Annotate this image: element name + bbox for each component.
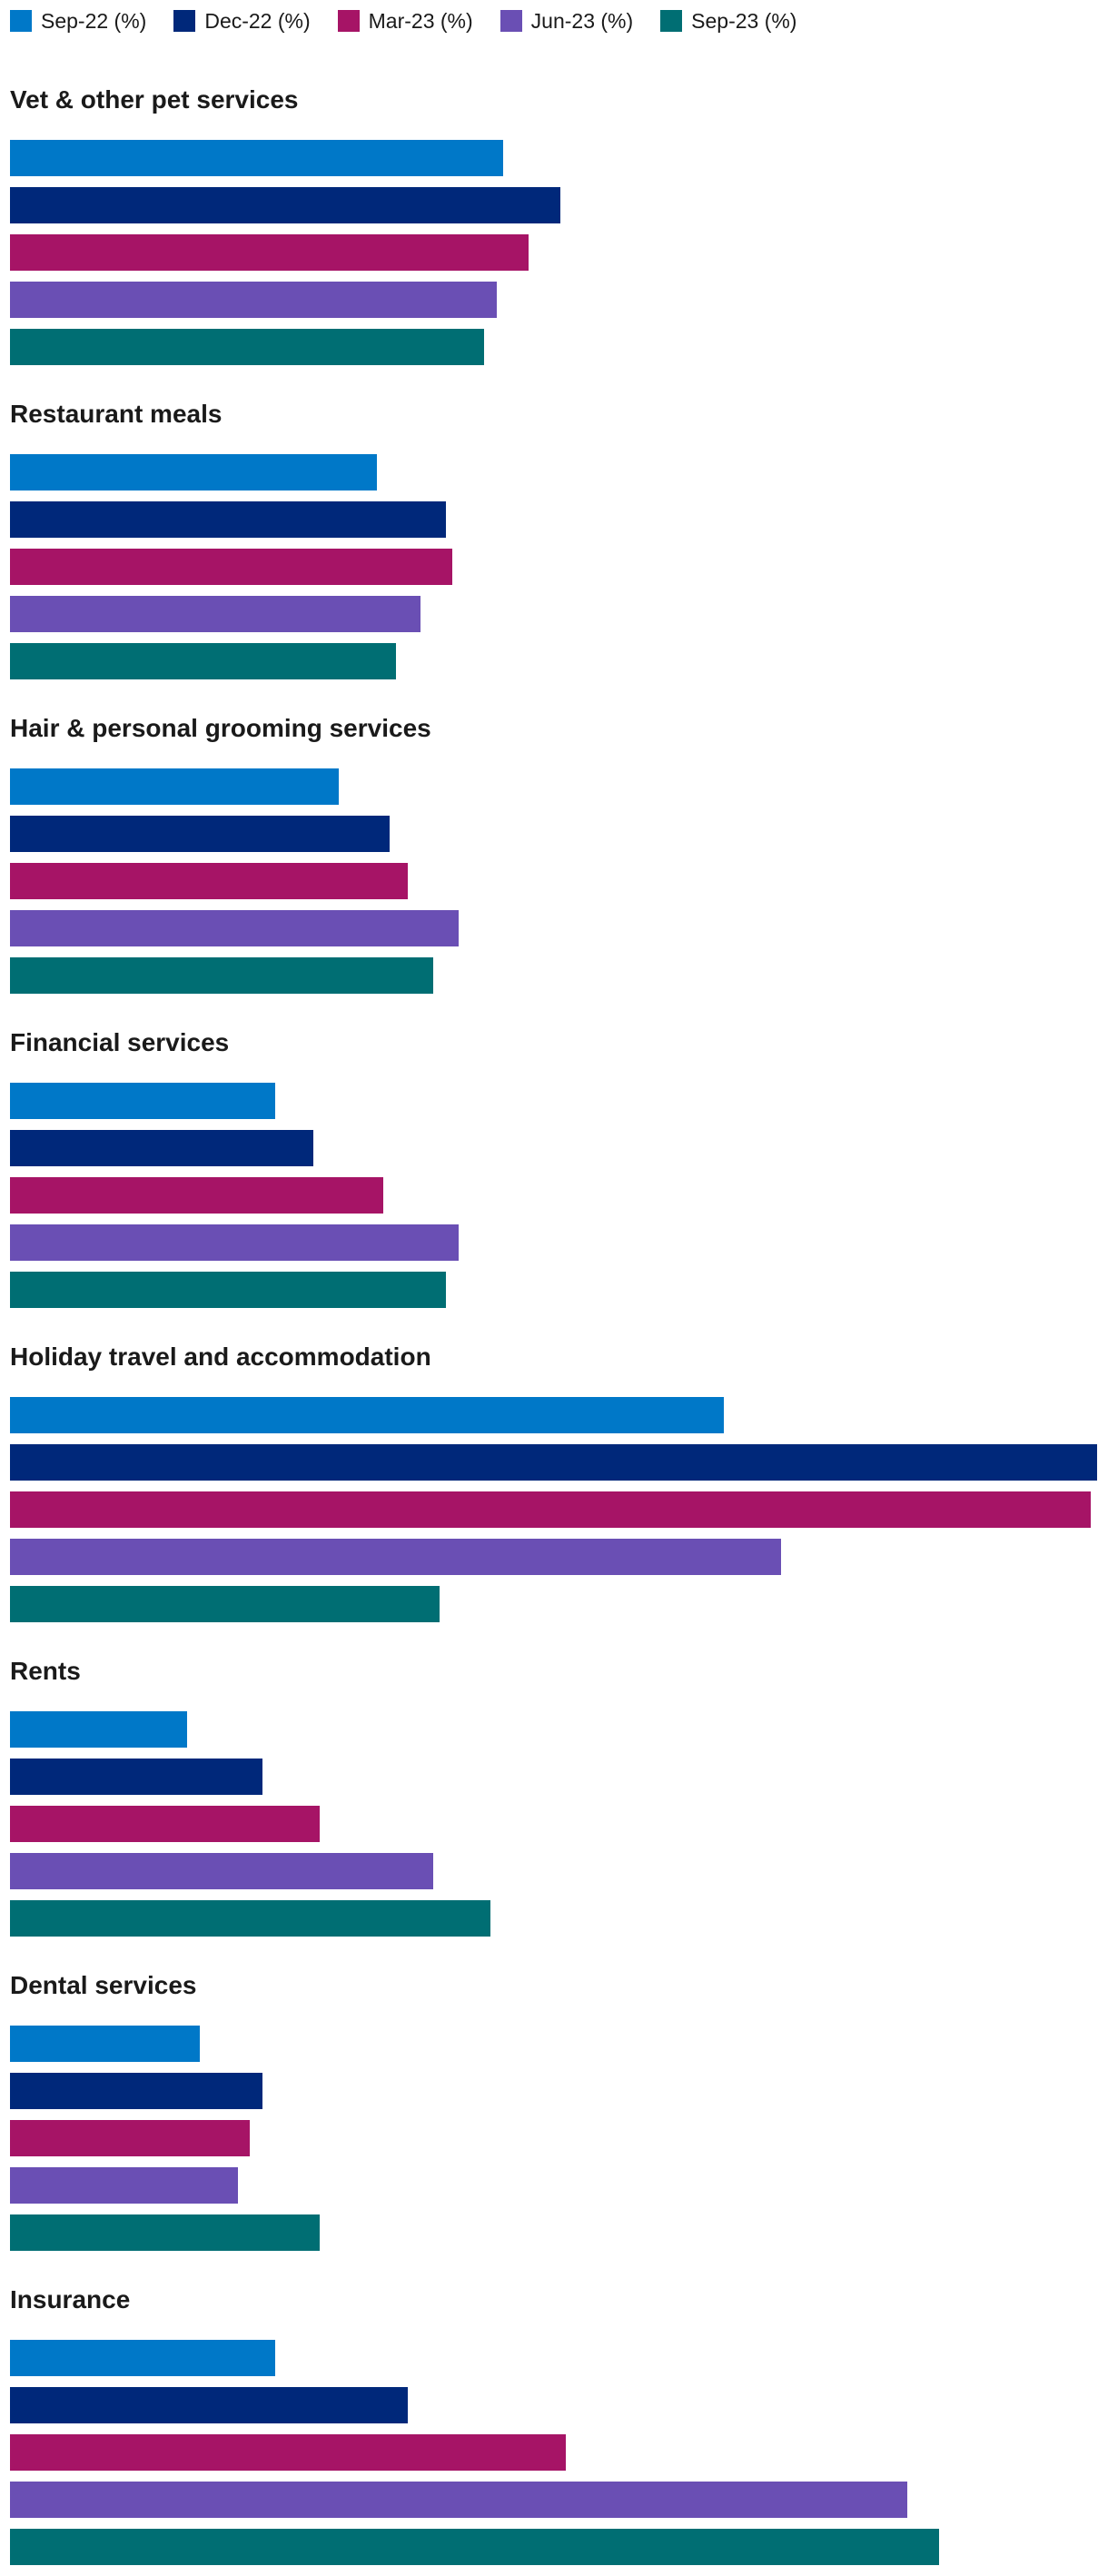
category-label: Insurance: [10, 2285, 131, 2313]
legend-label: Mar-23 (%): [368, 8, 473, 33]
bar: [10, 2073, 262, 2109]
bar: [10, 2026, 200, 2062]
bar: [10, 329, 484, 365]
category-label: Holiday travel and accommodation: [10, 1342, 431, 1371]
legend: Sep-22 (%) Dec-22 (%) Mar-23 (%) Jun-23 (%)…: [10, 5, 824, 36]
bar: [10, 549, 452, 585]
bar: [10, 2529, 939, 2565]
bar: [10, 1586, 440, 1622]
bar: [10, 1444, 1097, 1481]
category-label: Hair & personal grooming services: [10, 714, 431, 742]
legend-item: Sep-23 (%): [660, 9, 796, 34]
legend-item: Dec-22 (%): [173, 8, 311, 34]
bar: [10, 2120, 250, 2156]
bar: [10, 2482, 907, 2518]
bar: [10, 1806, 320, 1842]
legend-item: Mar-23 (%): [337, 8, 473, 34]
bar: [10, 643, 396, 679]
bar: [10, 234, 529, 271]
legend-label: Jun-23 (%): [530, 8, 634, 33]
bar: [10, 187, 560, 223]
legend-item: Jun-23 (%): [500, 9, 633, 34]
legend-label: Sep-23 (%): [691, 8, 797, 33]
bar: [10, 1224, 459, 1261]
bar: [10, 1177, 383, 1214]
category-label: Rents: [10, 1657, 81, 1685]
bar: [10, 1900, 490, 1937]
bar: [10, 1397, 724, 1433]
bar: [10, 1272, 446, 1308]
legend-swatch: [500, 10, 522, 32]
bar: [10, 454, 377, 490]
bar: [10, 2434, 566, 2471]
bar: [10, 1491, 1091, 1528]
category-label: Financial services: [10, 1028, 230, 1056]
legend-swatch: [337, 10, 360, 32]
category-label: Dental services: [10, 1971, 197, 1999]
bar: [10, 2167, 238, 2204]
category-label: Restaurant meals: [10, 400, 223, 428]
bar: [10, 2214, 320, 2251]
legend-swatch: [173, 10, 196, 32]
bar: [10, 1853, 433, 1889]
bar: [10, 863, 408, 899]
bar: [10, 910, 459, 946]
legend-label: Sep-22 (%): [41, 8, 147, 33]
category-label: Vet & other pet services: [10, 85, 299, 114]
legend-item: Sep-22 (%): [10, 9, 146, 34]
bar: [10, 1711, 187, 1748]
bar: [10, 1759, 262, 1795]
bar: [10, 1130, 313, 1166]
bar: [10, 282, 497, 318]
bar: [10, 501, 446, 538]
bar: [10, 2340, 275, 2376]
bar: [10, 957, 433, 994]
bar: [10, 1083, 275, 1119]
legend-swatch: [660, 10, 683, 32]
bar: [10, 816, 390, 852]
bar: [10, 768, 339, 805]
bar: [10, 140, 503, 176]
bar: [10, 1539, 781, 1575]
legend-label: Dec-22 (%): [204, 8, 311, 33]
bar: [10, 2387, 408, 2423]
legend-swatch: [10, 10, 32, 32]
bar: [10, 596, 420, 632]
